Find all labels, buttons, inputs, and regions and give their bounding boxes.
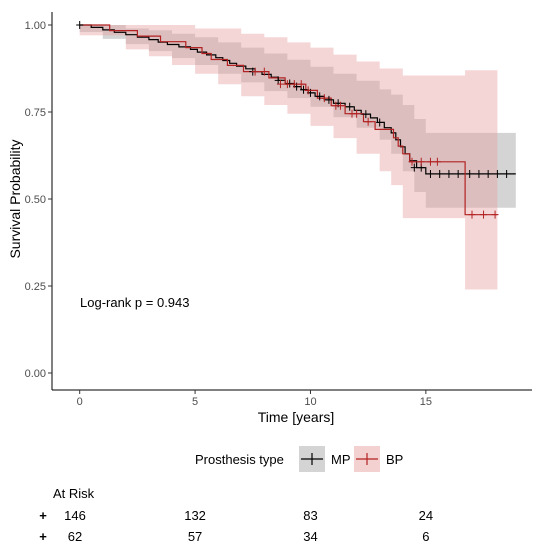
bp-censor-mark bbox=[417, 157, 425, 166]
mp-at-risk-value: 24 bbox=[419, 508, 433, 523]
mp-censor-mark bbox=[454, 169, 462, 178]
bp-censor-mark bbox=[336, 101, 344, 110]
legend: Prosthesis type MP BP bbox=[195, 446, 403, 472]
mp-censor-mark bbox=[475, 169, 483, 178]
bp-censor-mark bbox=[353, 109, 361, 118]
mp-censor-mark bbox=[426, 169, 434, 178]
bp-censor-mark bbox=[320, 94, 328, 103]
bp-censor-mark bbox=[468, 210, 476, 219]
mp-censor-mark bbox=[346, 102, 354, 111]
bp-censor-mark bbox=[426, 157, 434, 166]
mp-censor-mark bbox=[362, 110, 370, 119]
mp-legend-line bbox=[301, 453, 323, 465]
censor-marks bbox=[76, 21, 511, 219]
legend-title: Prosthesis type bbox=[195, 452, 284, 467]
bp-censor-mark bbox=[433, 157, 441, 166]
mp-censor-mark bbox=[300, 85, 308, 94]
bp-censor-mark bbox=[283, 80, 291, 89]
mp-censor-mark bbox=[325, 95, 333, 104]
mp-censor-mark bbox=[466, 169, 474, 178]
y-tick-label: 0.00 bbox=[25, 368, 46, 380]
y-tick-label: 1.00 bbox=[25, 20, 46, 32]
bp-censor-mark bbox=[408, 157, 416, 166]
y-tick-label: 0.50 bbox=[25, 194, 46, 206]
mp-censor-mark bbox=[316, 92, 324, 101]
bp-censor-mark bbox=[251, 67, 259, 76]
bp-legend-label: BP bbox=[386, 452, 403, 467]
mp-confidence-band bbox=[79, 25, 516, 208]
y-tick-label: 0.75 bbox=[25, 107, 46, 119]
y-tick-label: 0.25 bbox=[25, 281, 46, 293]
bp-at-risk-value: 62 bbox=[68, 529, 82, 544]
mp-censor-mark bbox=[493, 169, 501, 178]
bp-censor-mark bbox=[491, 210, 499, 219]
bp-censor-mark bbox=[304, 86, 312, 95]
bp-censor-mark bbox=[480, 210, 488, 219]
at-risk-table: At Risk + 146 132 83 24 + 62 57 34 6 bbox=[39, 486, 433, 544]
bp-censor-mark bbox=[260, 67, 268, 76]
bp-censor-mark bbox=[276, 80, 284, 89]
y-axis-title: Survival Probability bbox=[7, 139, 23, 258]
mp-censor-mark bbox=[445, 169, 453, 178]
mp-censor-mark bbox=[436, 169, 444, 178]
x-tick-label: 10 bbox=[304, 396, 316, 408]
at-risk-title: At Risk bbox=[53, 486, 95, 501]
mp-at-risk-symbol: + bbox=[39, 508, 47, 523]
mp-at-risk-value: 83 bbox=[303, 508, 317, 523]
bp-at-risk-value: 57 bbox=[188, 529, 202, 544]
bp-legend-line bbox=[356, 453, 378, 465]
bp-at-risk-value: 34 bbox=[303, 529, 317, 544]
bp-at-risk-value: 6 bbox=[422, 529, 429, 544]
mp-censor-mark bbox=[503, 169, 511, 178]
axes: 0.00 0.25 0.50 0.75 1.00 0 5 10 15 bbox=[25, 12, 532, 408]
logrank-annotation: Log-rank p = 0.943 bbox=[80, 295, 190, 310]
bp-confidence-band bbox=[79, 25, 498, 290]
mp-censor-mark bbox=[376, 118, 384, 127]
bp-at-risk-symbol: + bbox=[39, 529, 47, 544]
mp-legend-label: MP bbox=[331, 452, 351, 467]
bp-censor-mark bbox=[297, 80, 305, 89]
confidence-bands bbox=[79, 25, 516, 290]
bp-censor-mark bbox=[290, 80, 298, 89]
x-axis-title: Time [years] bbox=[258, 409, 335, 425]
x-tick-label: 0 bbox=[77, 396, 83, 408]
mp-at-risk-value: 146 bbox=[64, 508, 86, 523]
mp-censor-mark bbox=[76, 21, 84, 29]
mp-censor-mark bbox=[484, 169, 492, 178]
mp-censor-mark bbox=[410, 163, 418, 172]
bp-survival-curve bbox=[79, 24, 498, 216]
x-tick-label: 5 bbox=[192, 396, 198, 408]
bp-censor-mark bbox=[364, 117, 372, 126]
x-tick-label: 15 bbox=[420, 396, 432, 408]
mp-at-risk-value: 132 bbox=[184, 508, 206, 523]
